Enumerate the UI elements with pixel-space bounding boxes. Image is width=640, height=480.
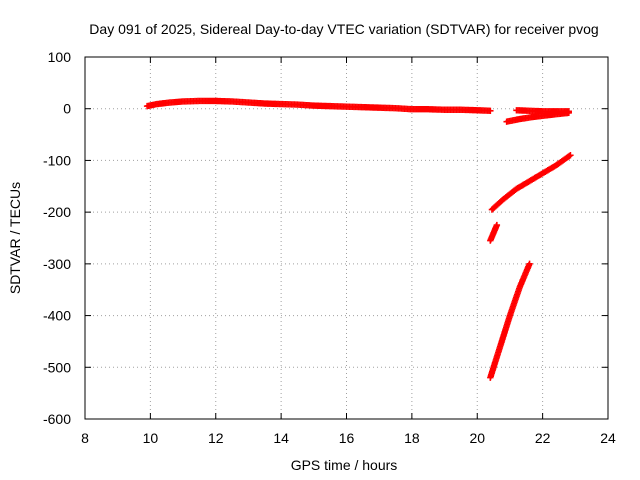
y-tick-label: -400: [43, 308, 71, 324]
data-point-steep-segment: [526, 260, 533, 268]
x-tick-label: 12: [208, 430, 224, 446]
y-tick-label: -600: [43, 411, 71, 427]
x-tick-label: 14: [273, 430, 289, 446]
x-tick-label: 20: [469, 430, 485, 446]
y-tick-label: -300: [43, 256, 71, 272]
x-tick-label: 16: [339, 430, 355, 446]
x-tick-label: 18: [404, 430, 420, 446]
data-point-main-arc: [487, 107, 494, 114]
data-marks: [143, 97, 574, 381]
axis-ticks: 8 10 12 14 16 18 20 22 24 100 0 -100 -200 -300 -400 -50…: [43, 49, 616, 446]
y-axis-label: SDTVAR / TECUs: [7, 182, 23, 294]
data-point-late-arc-B: [565, 109, 572, 117]
y-tick-label: 0: [63, 101, 71, 117]
y-tick-label: -200: [43, 204, 71, 220]
x-tick-label: 22: [535, 430, 551, 446]
y-tick-label: 100: [48, 49, 72, 65]
y-tick-label: -100: [43, 152, 71, 168]
x-tick-label: 24: [600, 430, 616, 446]
x-tick-label: 8: [81, 430, 89, 446]
x-axis-label: GPS time / hours: [291, 457, 398, 473]
data-point-upper-descending-arc: [567, 152, 574, 159]
data-point-short-segment: [493, 221, 501, 229]
chart-title: Day 091 of 2025, Sidereal Day-to-day VTE…: [89, 21, 598, 37]
y-tick-label: -500: [43, 359, 71, 375]
x-tick-label: 10: [143, 430, 159, 446]
data-point-upper-descending-arc: [565, 152, 573, 160]
